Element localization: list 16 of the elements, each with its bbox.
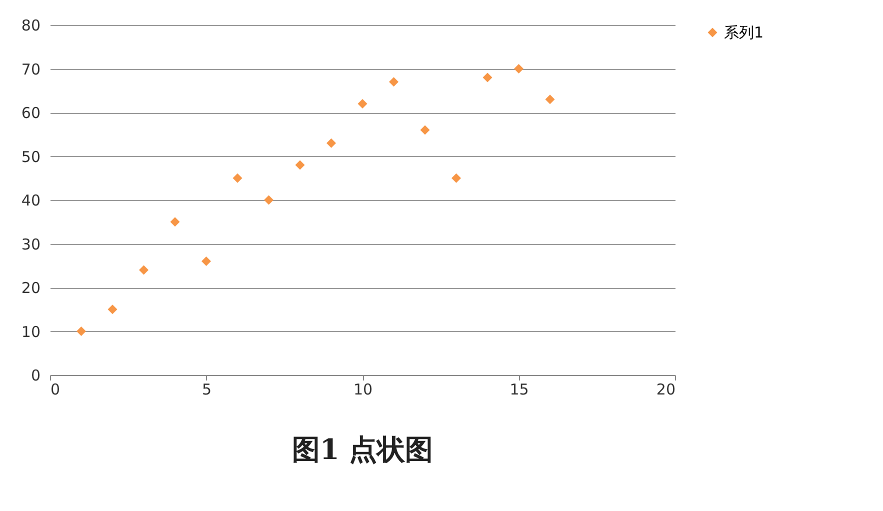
x-tick-label: 0 <box>50 380 60 398</box>
x-tick-label: 20 <box>656 380 676 398</box>
y-tick-label: 0 <box>30 366 40 384</box>
y-tick-label: 10 <box>21 322 40 341</box>
y-tick-label: 60 <box>21 104 40 122</box>
legend-label: 系列1 <box>724 24 764 42</box>
text: 图1 点状图 <box>292 433 434 466</box>
y-tick-label: 30 <box>21 235 40 254</box>
x-tick-label: 10 <box>353 380 373 398</box>
y-tick-label: 20 <box>21 279 40 297</box>
x-tick-label: 5 <box>202 380 212 398</box>
y-tick-label: 50 <box>21 148 40 166</box>
y-tick-label: 40 <box>21 192 40 210</box>
x-tick-label: 15 <box>510 380 529 398</box>
y-tick-label: 70 <box>21 60 40 78</box>
y-tick-label: 80 <box>21 16 40 34</box>
